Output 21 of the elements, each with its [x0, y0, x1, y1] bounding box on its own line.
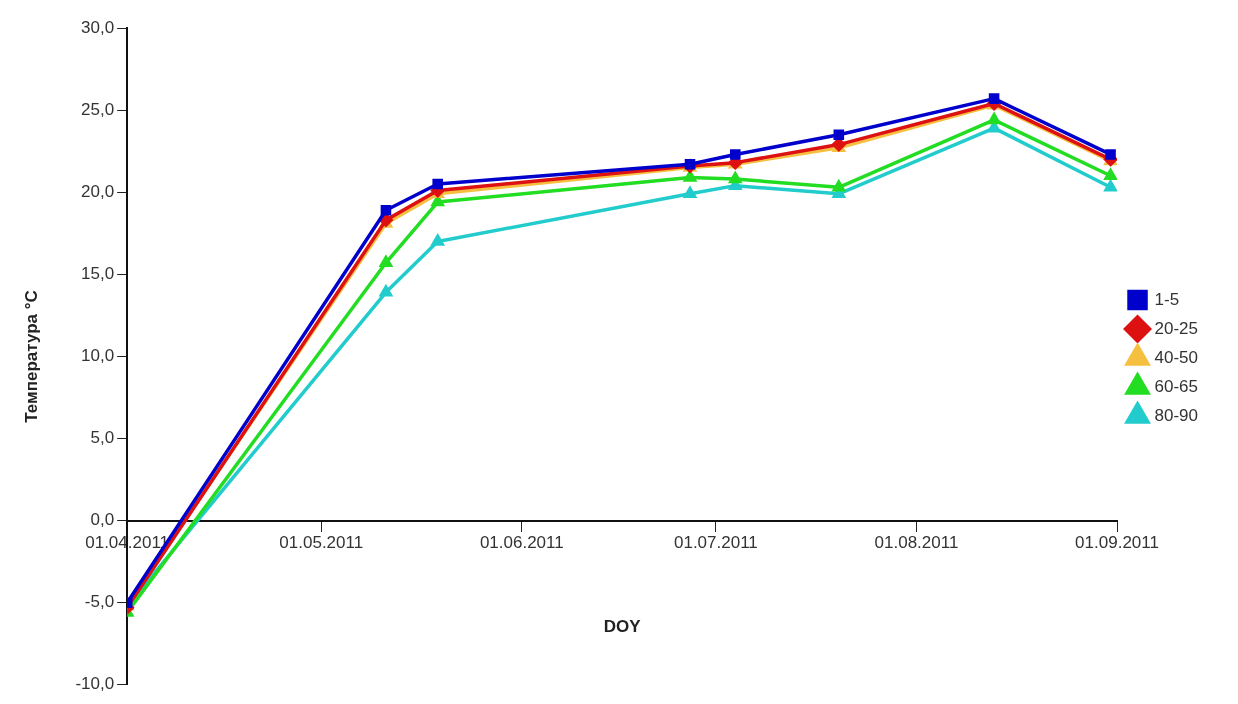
legend-label: 20-25 [1154, 318, 1198, 338]
legend-label: 80-90 [1154, 405, 1198, 425]
x-axis-title: DOY [603, 616, 642, 636]
x-tick-label: 01.09.2011 [1075, 533, 1159, 553]
y-tick-label: 25,0 [81, 99, 115, 119]
y-tick-label: 5,0 [90, 428, 115, 448]
x-tick-label: 01.06.2011 [479, 533, 564, 553]
y-tick-label: 10,0 [81, 346, 115, 366]
x-tick-label: 01.07.2011 [673, 533, 758, 553]
y-tick-label: 30,0 [81, 17, 115, 37]
x-tick-label: 01.08.2011 [874, 533, 959, 553]
legend-label: 1-5 [1154, 289, 1180, 309]
legend-label: 60-65 [1154, 376, 1198, 396]
y-tick-label: 0,0 [90, 510, 115, 530]
y-tick-label: 15,0 [81, 263, 115, 283]
legend-label: 40-50 [1154, 347, 1198, 367]
x-tick-label: 01.05.2011 [279, 533, 364, 553]
y-tick-label: -10,0 [75, 674, 115, 694]
y-axis-title: Температура °C [21, 290, 41, 423]
y-tick-label: -5,0 [84, 592, 115, 612]
y-tick-label: 20,0 [81, 181, 115, 201]
